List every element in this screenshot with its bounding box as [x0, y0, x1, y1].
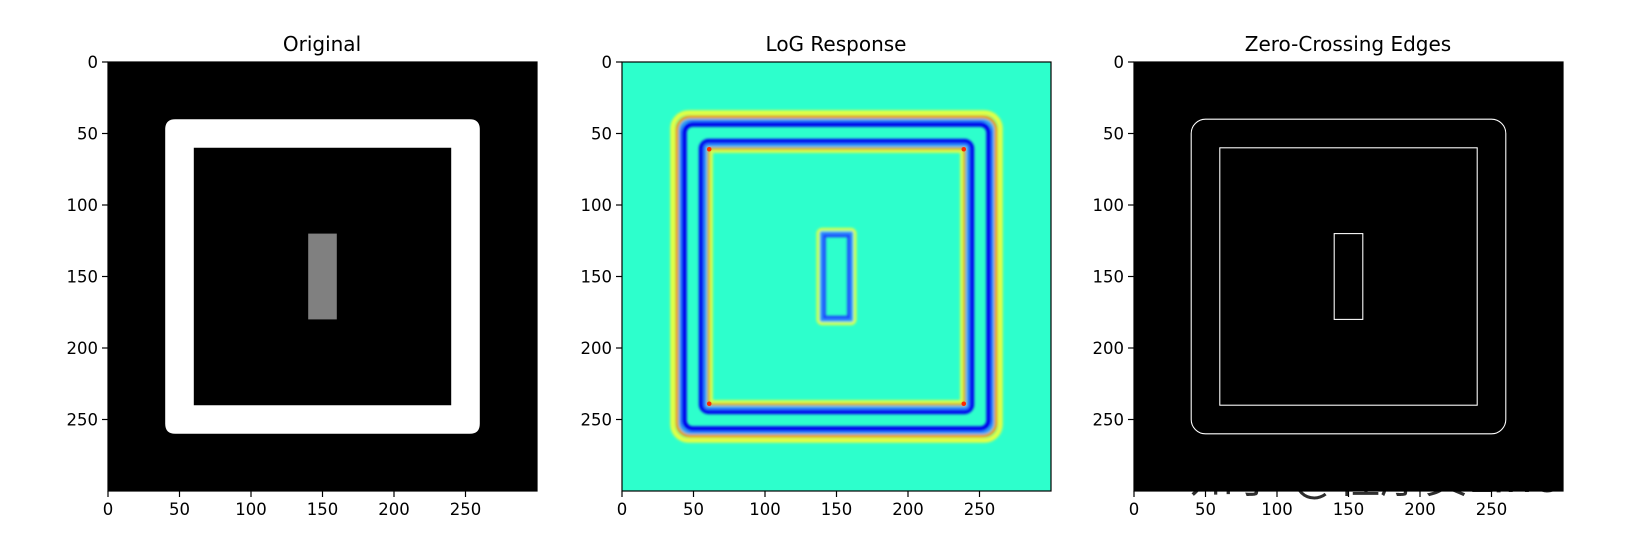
x-tick-label: 200: [1404, 500, 1436, 519]
y-tick-label: 0: [88, 53, 99, 72]
inner-edge: [1219, 147, 1478, 406]
y-tick-label: 200: [581, 339, 613, 358]
y-ticks: 0 50 100 150 200 250: [1093, 53, 1134, 430]
watermark-text: 知乎 @程序员Linc: [1190, 452, 1557, 503]
x-tick-label: 200: [378, 500, 410, 519]
bar-edge: [1333, 233, 1364, 320]
panel-title: Original: [283, 32, 361, 56]
x-ticks: 0 50 100 150 200 250: [103, 491, 482, 519]
x-tick-label: 150: [307, 500, 339, 519]
panel-original: Original 0 50 100 150 200 250 0 50 100 150 200 250: [67, 32, 538, 519]
y-tick-label: 50: [77, 125, 98, 144]
y-tick-label: 100: [581, 196, 613, 215]
y-tick-label: 150: [1093, 268, 1125, 287]
y-tick-label: 150: [581, 268, 613, 287]
log-bar-edge: [816, 227, 857, 326]
x-tick-label: 100: [1261, 500, 1293, 519]
image-area: [108, 62, 537, 492]
x-tick-label: 50: [683, 500, 704, 519]
x-tick-label: 250: [450, 500, 482, 519]
image-area: [1134, 62, 1563, 492]
x-tick-label: 150: [821, 500, 853, 519]
x-tick-label: 100: [749, 500, 781, 519]
image-area: [622, 62, 1051, 492]
log-inner-edge: [698, 138, 975, 415]
y-tick-label: 0: [602, 53, 613, 72]
log-outer-edge: [670, 110, 1003, 443]
outer-edge: [1190, 118, 1507, 435]
y-tick-label: 200: [1093, 339, 1125, 358]
y-tick-label: 100: [67, 196, 99, 215]
y-tick-label: 250: [581, 411, 613, 430]
panel-zero-crossing: Zero-Crossing Edges 0 50 100 150 200 250 0 50 1…: [1093, 32, 1564, 519]
x-tick-label: 50: [1195, 500, 1216, 519]
x-tick-label: 250: [1476, 500, 1508, 519]
y-tick-label: 250: [67, 411, 99, 430]
x-tick-label: 50: [169, 500, 190, 519]
x-ticks: 0 50 100 150 200 250: [617, 491, 996, 519]
x-tick-label: 0: [103, 500, 114, 519]
x-ticks: 0 50 100 150 200 250: [1129, 491, 1508, 519]
y-tick-label: 200: [67, 339, 99, 358]
image-background: [1134, 62, 1563, 492]
y-tick-label: 250: [1093, 411, 1125, 430]
image-background: [622, 62, 1051, 492]
y-ticks: 0 50 100 150 200 250: [67, 53, 108, 430]
log-corner-hotspots: [706, 146, 967, 407]
x-tick-label: 0: [617, 500, 628, 519]
x-tick-label: 0: [1129, 500, 1140, 519]
y-tick-label: 0: [1114, 53, 1125, 72]
x-tick-label: 250: [964, 500, 996, 519]
y-ticks: 0 50 100 150 200 250: [581, 53, 622, 430]
panel-title: Zero-Crossing Edges: [1245, 32, 1451, 56]
x-tick-label: 100: [235, 500, 267, 519]
y-tick-label: 150: [67, 268, 99, 287]
y-tick-label: 50: [591, 125, 612, 144]
gray-bar: [308, 233, 337, 320]
panel-title: LoG Response: [766, 32, 907, 56]
y-tick-label: 50: [1103, 125, 1124, 144]
x-tick-label: 150: [1333, 500, 1365, 519]
panel-log-response: LoG Response: [581, 32, 1052, 519]
edge-lines: [1190, 118, 1507, 435]
y-tick-label: 100: [1093, 196, 1125, 215]
x-tick-label: 200: [892, 500, 924, 519]
